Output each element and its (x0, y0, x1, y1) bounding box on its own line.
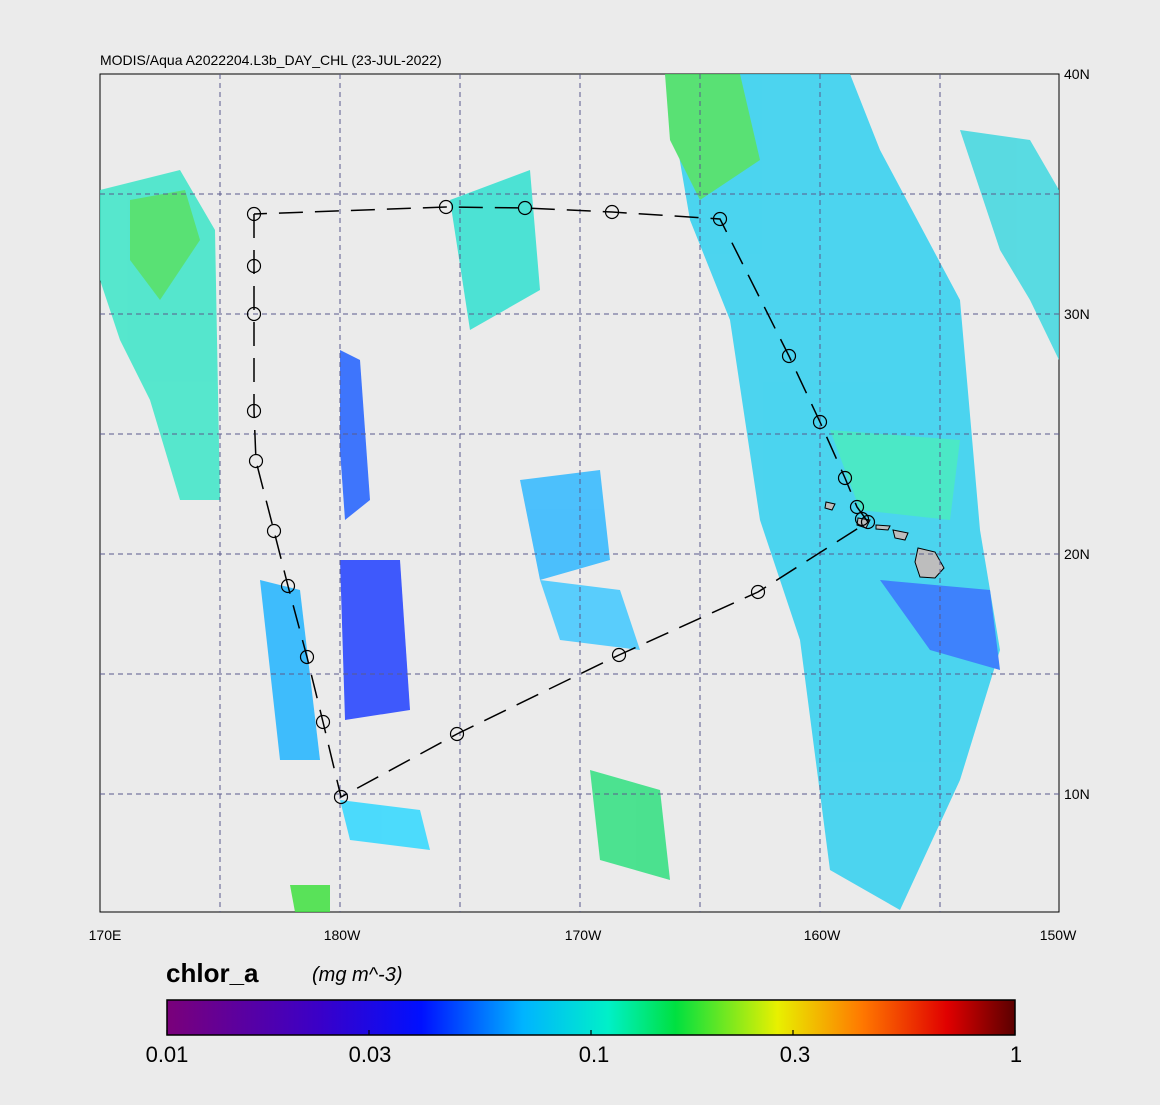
swath-central-cyan (260, 580, 320, 760)
graticule (100, 74, 1059, 912)
chlorophyll-swaths (100, 74, 1059, 912)
colorbar-tick-3: 0.3 (779, 1042, 811, 1067)
swath-east-green (665, 74, 760, 200)
colorbar-tick-0: 0.01 (145, 1042, 189, 1067)
cruise-track (246, 199, 876, 805)
colorbar (166, 999, 1016, 1036)
lon-tick-150w: 150W (1039, 927, 1077, 943)
map-title: MODIS/Aqua A2022204.L3b_DAY_CHL (23-JUL-… (100, 52, 442, 68)
swath-center-south3 (590, 770, 670, 880)
swath-west-green (130, 190, 200, 300)
island-kauai (824, 501, 836, 511)
swath-central-west (340, 350, 370, 520)
cruise-track-line (253, 206, 870, 799)
swath-south-green (290, 885, 330, 912)
lon-tick-170w: 170W (564, 927, 602, 943)
island-molokai (875, 524, 891, 531)
swath-east-mid (830, 430, 960, 520)
colorbar-units: (mg m^-3) (312, 964, 403, 986)
lon-tick-160w: 160W (803, 927, 841, 943)
lat-tick-40n: 40N (1064, 66, 1090, 82)
swath-east (665, 74, 1000, 910)
lat-tick-20n: 20N (1064, 546, 1090, 562)
lon-tick-170e: 170E (88, 927, 122, 943)
swath-center (450, 170, 540, 330)
swath-center-south (520, 470, 610, 580)
colorbar-tick-2: 0.1 (578, 1042, 610, 1067)
colorbar-tick-4: 1 (1009, 1042, 1023, 1067)
colorbar-ticks (166, 1030, 1016, 1035)
swath-far-east (960, 130, 1059, 360)
station-markers (246, 199, 876, 805)
island-big-island (914, 547, 945, 579)
swath-central-blue (340, 560, 410, 720)
colorbar-tick-1: 0.03 (348, 1042, 392, 1067)
lat-tick-30n: 30N (1064, 306, 1090, 322)
colorbar-title: chlor_a (166, 958, 259, 988)
lon-tick-180w: 180W (323, 927, 361, 943)
swath-center-south2 (540, 580, 640, 650)
hawaiian-islands (824, 501, 945, 579)
island-maui (892, 529, 909, 541)
swath-south-cyan (340, 800, 430, 850)
lat-tick-10n: 10N (1064, 786, 1090, 802)
